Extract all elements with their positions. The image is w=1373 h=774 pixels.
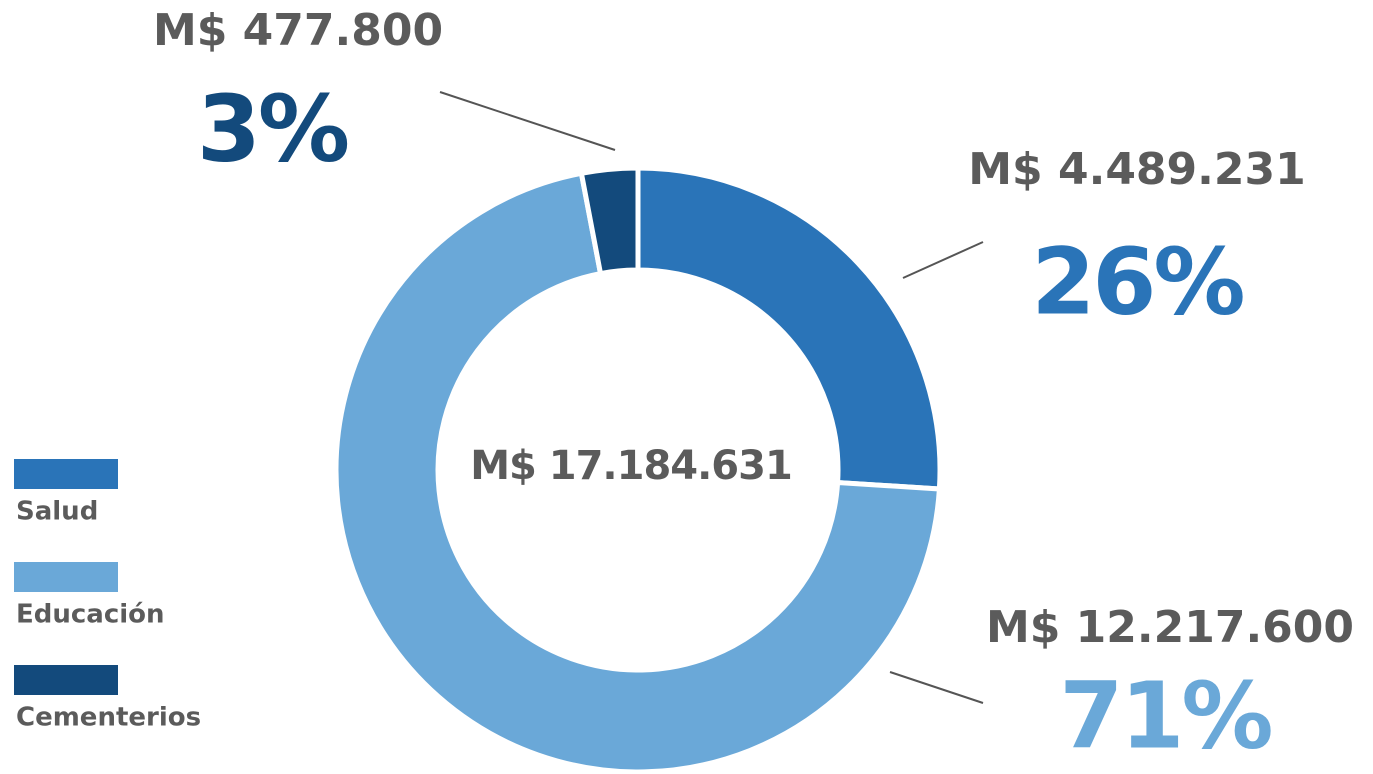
amount-label: M$ 4.489.231	[968, 144, 1305, 195]
slice	[635, 165, 943, 492]
legend-label: Cementerios	[16, 703, 201, 733]
amount-label: M$ 477.800	[153, 5, 443, 56]
leader-line	[889, 671, 984, 704]
slice	[578, 165, 641, 277]
center-total: M$ 17.184.631	[470, 443, 792, 489]
leader-line	[902, 241, 984, 279]
legend-label: Educación	[16, 600, 165, 630]
slice	[333, 170, 943, 774]
legend-swatch	[14, 665, 118, 695]
percent-label: 26%	[1031, 228, 1243, 335]
legend-swatch	[14, 562, 118, 592]
amount-label: M$ 12.217.600	[986, 602, 1354, 653]
leader-line	[439, 91, 616, 151]
percent-label: 3%	[197, 75, 348, 182]
legend-label: Salud	[16, 497, 98, 527]
percent-label: 71%	[1059, 662, 1271, 769]
legend-swatch	[14, 459, 118, 489]
